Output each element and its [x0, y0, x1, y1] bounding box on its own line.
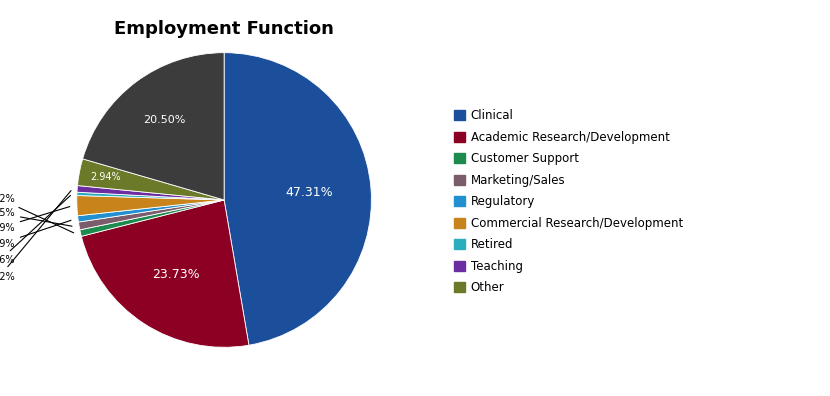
Wedge shape — [77, 192, 224, 200]
Wedge shape — [80, 200, 224, 236]
Text: 0.72%: 0.72% — [0, 190, 71, 282]
Wedge shape — [77, 196, 224, 216]
Text: 0.36%: 0.36% — [0, 196, 71, 265]
Text: 20.50%: 20.50% — [143, 115, 185, 125]
Text: 47.31%: 47.31% — [286, 186, 333, 199]
Text: 23.73%: 23.73% — [152, 268, 200, 281]
Text: 2.94%: 2.94% — [90, 172, 121, 182]
Wedge shape — [77, 159, 224, 200]
Text: Employment Function: Employment Function — [115, 20, 334, 38]
Wedge shape — [77, 186, 224, 200]
Text: 2.19%: 2.19% — [0, 207, 70, 233]
Text: 0.69%: 0.69% — [0, 220, 71, 249]
Wedge shape — [224, 53, 371, 345]
Legend: Clinical, Academic Research/Development, Customer Support, Marketing/Sales, Regu: Clinical, Academic Research/Development,… — [454, 109, 683, 295]
Wedge shape — [79, 200, 224, 230]
Text: 0.72%: 0.72% — [0, 194, 74, 233]
Wedge shape — [78, 200, 224, 222]
Wedge shape — [83, 53, 224, 200]
Wedge shape — [81, 200, 249, 347]
Text: 0.85%: 0.85% — [0, 208, 72, 226]
